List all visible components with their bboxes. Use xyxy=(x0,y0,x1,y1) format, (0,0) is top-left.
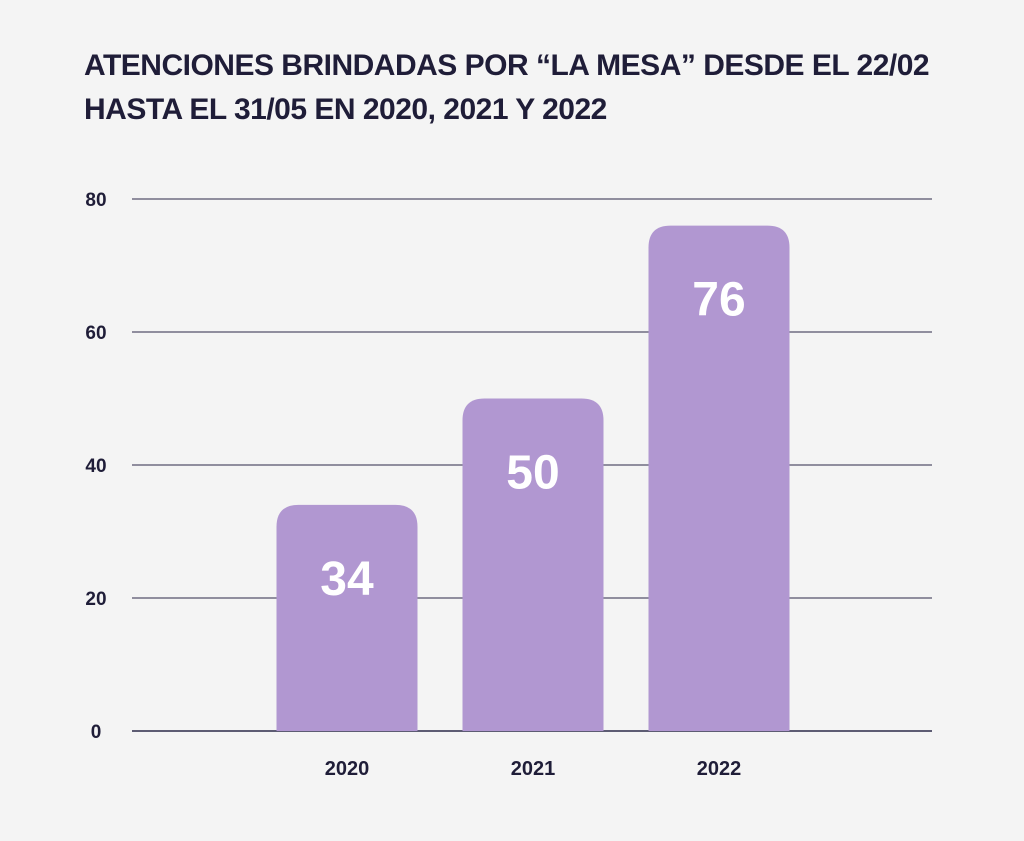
x-tick-label: 2021 xyxy=(511,758,556,780)
chart-title-line-1: ATENCIONES BRINDADAS POR “LA MESA” DESDE… xyxy=(84,49,930,82)
y-tick-label: 40 xyxy=(85,456,106,477)
bar-2021 xyxy=(462,398,604,731)
bars: 34 50 76 xyxy=(276,225,790,731)
x-axis: 2020 2021 2022 xyxy=(325,758,742,780)
x-tick-label: 2020 xyxy=(325,758,370,780)
chart-title-line-2: HASTA EL 31/05 EN 2020, 2021 Y 2022 xyxy=(84,93,607,126)
bar-2020 xyxy=(276,504,418,731)
data-label-2022: 76 xyxy=(692,274,745,327)
x-tick-label: 2022 xyxy=(697,758,742,780)
chart-title: ATENCIONES BRINDADAS POR “LA MESA” DESDE… xyxy=(84,44,964,132)
y-tick-label: 60 xyxy=(85,323,106,344)
y-axis: 0 20 40 60 80 xyxy=(85,190,106,743)
bar-2022 xyxy=(648,225,790,731)
data-label-2020: 34 xyxy=(320,553,374,606)
y-tick-label: 20 xyxy=(85,589,106,610)
y-tick-label: 0 xyxy=(91,722,102,743)
y-tick-label: 80 xyxy=(85,190,106,211)
data-label-2021: 50 xyxy=(506,447,559,500)
